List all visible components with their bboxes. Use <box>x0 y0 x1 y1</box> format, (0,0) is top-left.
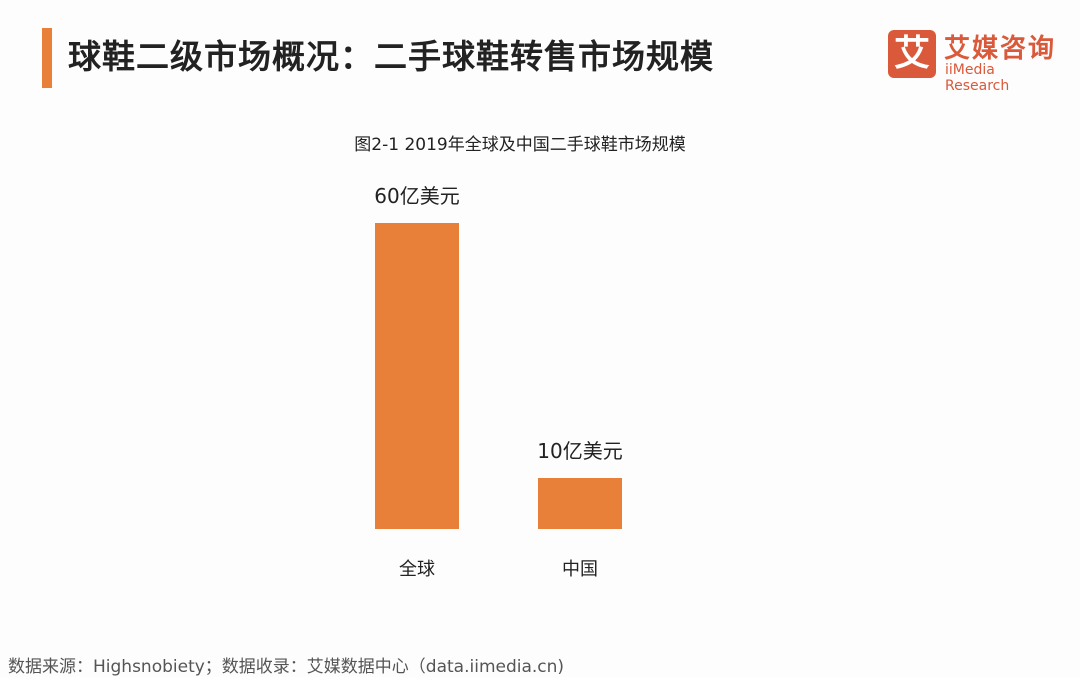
logo-mark: 艾 <box>888 30 936 78</box>
data-label: 60亿美元 <box>374 184 459 208</box>
source-footer: 数据来源：Highsnobiety；数据收录：艾媒数据中心（data.iimed… <box>8 657 565 677</box>
category-label: 中国 <box>562 559 598 580</box>
bar-0 <box>375 223 459 529</box>
logo-name-cn: 艾媒咨询 <box>944 34 1057 64</box>
data-label: 10亿美元 <box>537 439 622 463</box>
category-label: 全球 <box>399 559 435 580</box>
bar-1 <box>538 478 622 529</box>
iimedia-logo: 艾 艾媒咨询 iiMedia Research <box>888 28 1063 94</box>
chart-title: 图2-1 2019年全球及中国二手球鞋市场规模 <box>354 135 686 155</box>
page-title: 球鞋二级市场概况：二手球鞋转售市场规模 <box>68 37 714 76</box>
title-accent-bar <box>42 28 52 88</box>
logo-name-en: iiMedia Research <box>945 62 1010 94</box>
